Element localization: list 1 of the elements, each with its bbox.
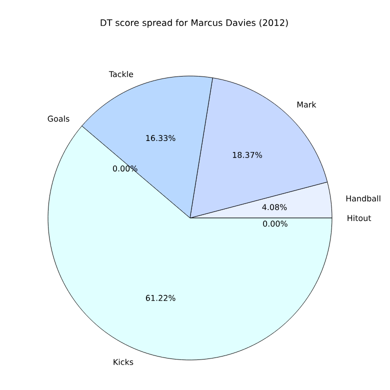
chart-title: DT score spread for Marcus Davies (2012) <box>100 19 288 28</box>
